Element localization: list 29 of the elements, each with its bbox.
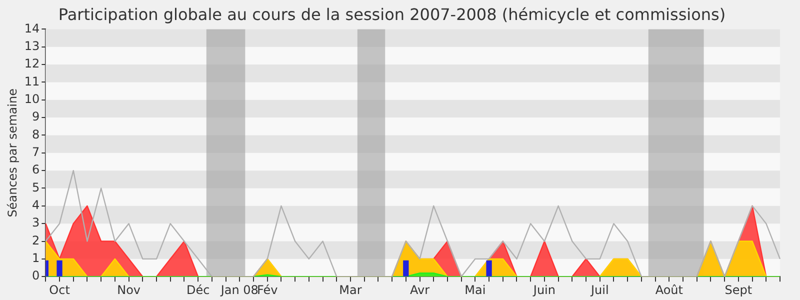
x-tick-label: Mar (339, 282, 362, 297)
x-tick-label: Avr (410, 282, 430, 297)
y-tick-label: 9 (32, 110, 40, 124)
y-tick-label: 2 (32, 233, 40, 248)
y-tick-label: 7 (32, 145, 40, 160)
y-tick-label: 11 (24, 74, 40, 88)
chart-title: Participation globale au cours de la session 2007-2008 (hémicycle et commissions) (58, 4, 726, 24)
y-axis-title: Séances par semaine (5, 88, 20, 218)
x-tick-label: Déc (186, 282, 210, 297)
y-tick-label: 4 (32, 198, 40, 212)
x-tick-label: Sept (724, 282, 752, 297)
y-tick-label: 5 (32, 180, 40, 194)
y-tick-label: 10 (24, 92, 40, 106)
y-tick-label: 12 (24, 56, 40, 71)
y-tick-label: 0 (32, 268, 40, 283)
y-tick-label: 14 (24, 21, 40, 36)
x-tick-label: Juin (532, 282, 556, 297)
x-tick-label: Août (655, 282, 684, 297)
y-tick-label: 13 (24, 38, 40, 53)
y-tick-label: 1 (32, 251, 40, 266)
x-tick-label: Mai (464, 282, 486, 297)
x-tick-label: Jan 08 (220, 282, 258, 297)
y-tick-label: 8 (32, 127, 40, 142)
y-tick-label: 3 (32, 216, 40, 230)
x-tick-label: Oct (49, 282, 70, 297)
x-tick-label: Fév (256, 282, 278, 297)
x-tick-label: Juil (590, 282, 609, 297)
x-tick-label: Nov (117, 282, 141, 297)
y-tick-label: 6 (32, 162, 40, 177)
